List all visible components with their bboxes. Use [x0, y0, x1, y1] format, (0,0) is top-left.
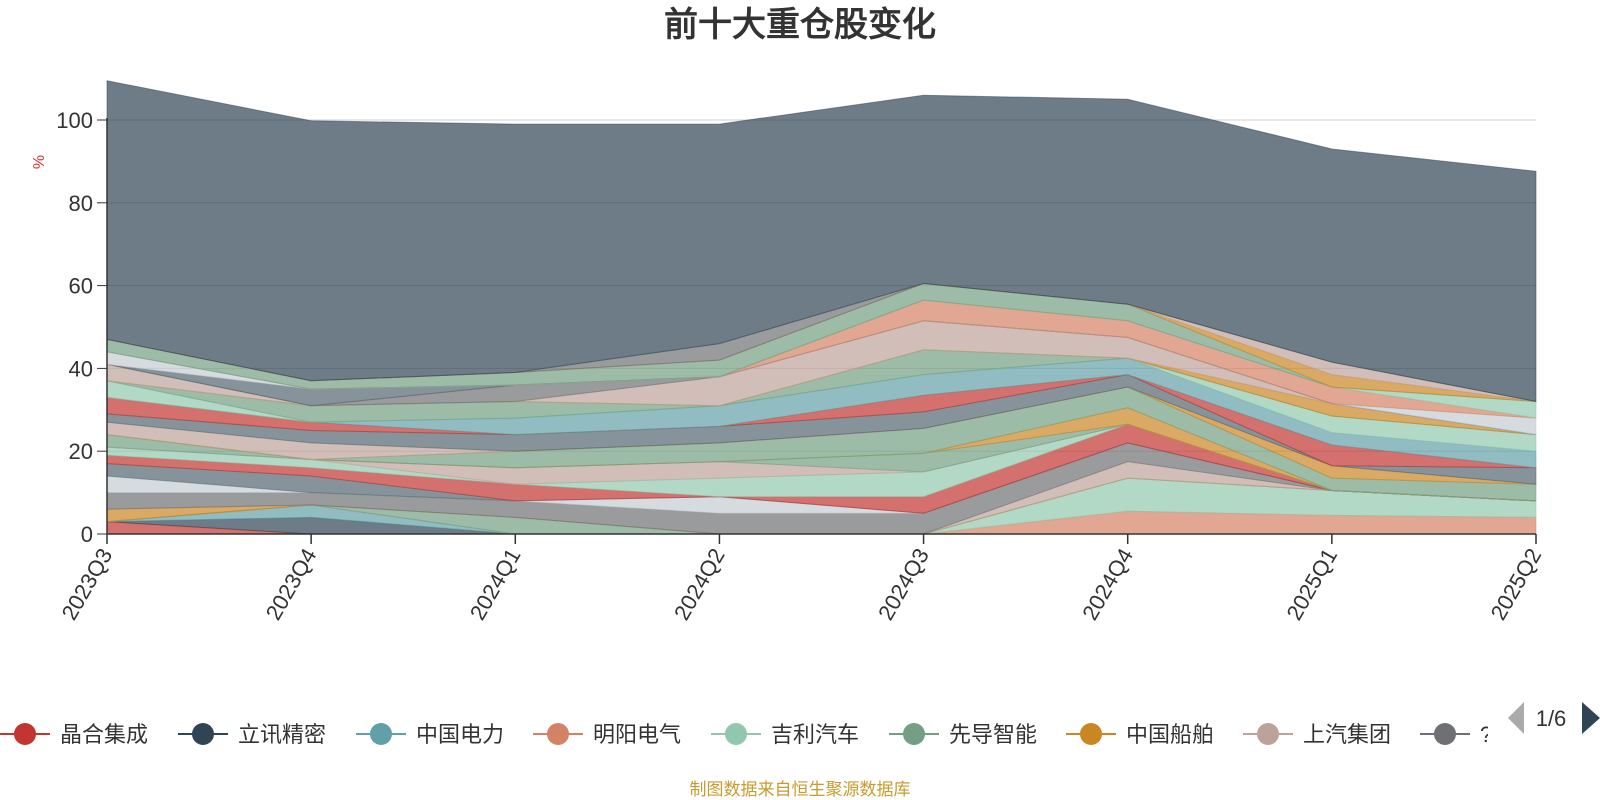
legend-marker — [903, 723, 925, 745]
legend-item[interactable]: 立讯精密 — [178, 722, 326, 747]
legend-marker — [1434, 723, 1456, 745]
legend-marker — [725, 723, 747, 745]
legend-marker — [370, 723, 392, 745]
x-tick-label: 2023Q4 — [261, 544, 322, 624]
legend-label: 晶合集成 — [60, 722, 148, 747]
legend-label: 明阳电气 — [593, 722, 681, 747]
y-tick-label: 40 — [69, 356, 93, 381]
y-axis-unit: % — [31, 155, 48, 169]
legend-marker — [547, 723, 569, 745]
legend-label: 上汽集团 — [1303, 722, 1391, 747]
legend-label: 先导智能 — [949, 722, 1037, 747]
legend-marker — [1080, 723, 1102, 745]
x-tick-label: 2024Q2 — [669, 544, 730, 624]
legend-item[interactable]: ? — [1420, 722, 1492, 747]
legend-label: 立讯精密 — [238, 722, 326, 747]
legend-item[interactable]: 明阳电气 — [533, 722, 681, 747]
legend-item[interactable]: 吉利汽车 — [711, 722, 859, 747]
legend: 晶合集成 立讯精密 中国电力 明阳电气 吉利汽车 先导智能 中国船舶 上汽集团? — [0, 722, 1492, 747]
legend-item[interactable]: 先导智能 — [889, 722, 1037, 747]
legend-marker — [192, 723, 214, 745]
y-tick-label: 0 — [81, 522, 93, 547]
y-tick-label: 20 — [69, 439, 93, 464]
x-tick-label: 2024Q4 — [1077, 544, 1138, 624]
y-tick-label: 80 — [69, 191, 93, 216]
legend-prev-icon[interactable] — [1508, 702, 1524, 734]
legend-pager: 1/6 — [1508, 702, 1600, 734]
x-tick-label: 2025Q1 — [1281, 544, 1342, 624]
x-tick-label: 2024Q3 — [873, 544, 934, 624]
legend-item[interactable]: 中国船舶 — [1066, 722, 1214, 747]
y-tick-label: 100 — [56, 108, 93, 133]
legend-item[interactable]: 上汽集团 — [1243, 722, 1391, 747]
legend-next-icon[interactable] — [1582, 702, 1600, 734]
x-tick-label: 2025Q2 — [1486, 544, 1547, 624]
source-note: 制图数据来自恒生聚源数据库 — [690, 780, 911, 799]
legend-label: 中国电力 — [416, 722, 504, 747]
legend-items: 晶合集成 立讯精密 中国电力 明阳电气 吉利汽车 先导智能 中国船舶 上汽集团? — [0, 722, 1492, 747]
x-tick-label: 2023Q3 — [57, 544, 118, 624]
series-area — [106, 80, 1537, 403]
legend-label: 吉利汽车 — [771, 722, 859, 747]
legend-label: 中国船舶 — [1126, 722, 1214, 747]
x-tick-label: 2024Q1 — [465, 544, 526, 624]
legend-marker — [14, 723, 36, 745]
chart-title: 前十大重仓股变化 — [664, 6, 936, 44]
legend-page-label: 1/6 — [1536, 706, 1567, 731]
stacked-areas — [106, 80, 1537, 535]
y-tick-label: 60 — [69, 274, 93, 299]
legend-item[interactable]: 晶合集成 — [0, 722, 148, 747]
legend-item[interactable]: 中国电力 — [356, 722, 504, 747]
legend-marker — [1257, 723, 1279, 745]
legend-label: ? — [1480, 722, 1492, 747]
